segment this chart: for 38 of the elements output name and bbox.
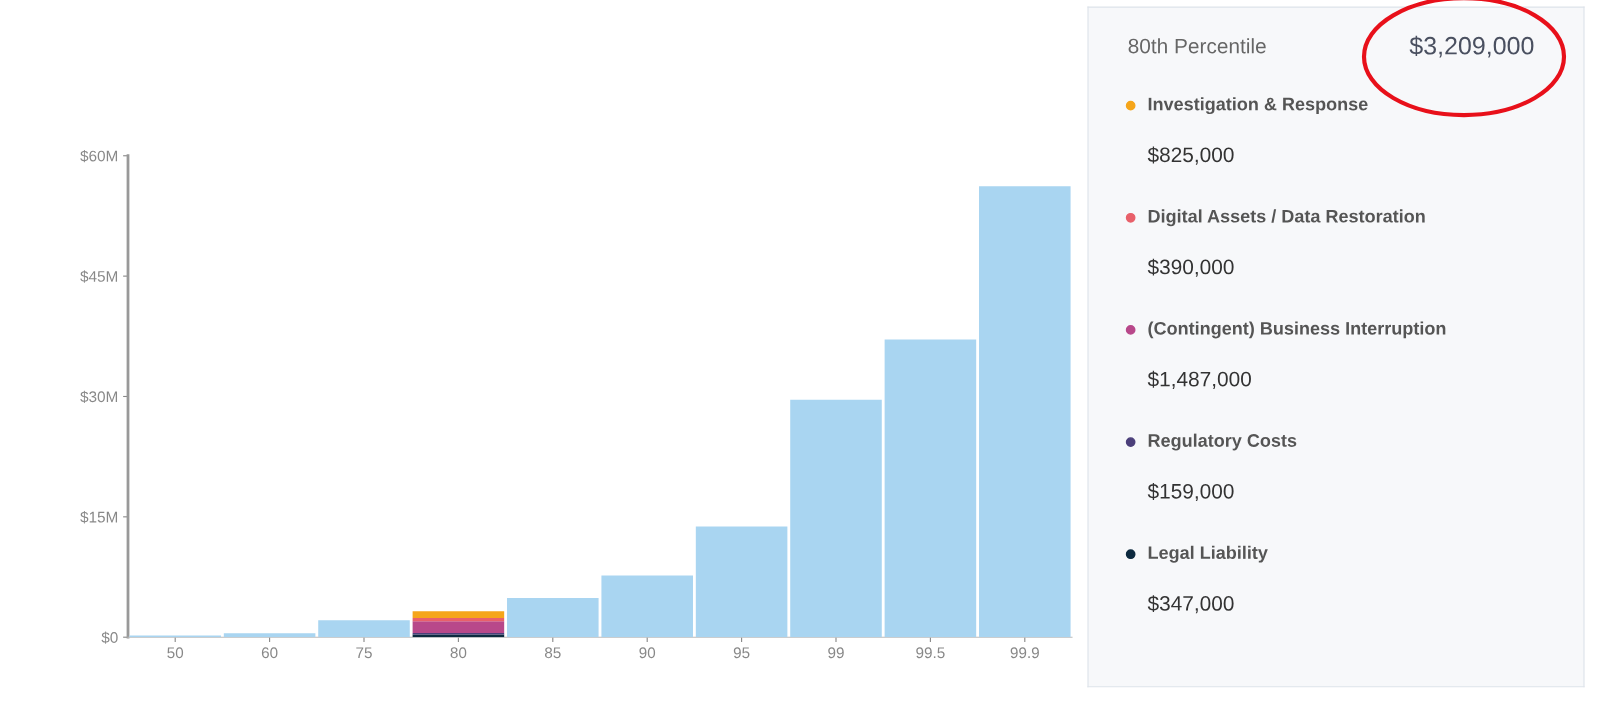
text: $159,000: [1147, 483, 1234, 502]
legend-label: Regulatory Costs: [1148, 433, 1297, 451]
y-tick-label: $0: [101, 631, 118, 644]
bar: [695, 526, 788, 638]
x-tick-label: 85: [544, 647, 561, 659]
x-tick-label: 60: [261, 647, 278, 659]
x-tick-label: 50: [167, 647, 184, 659]
bar: [884, 339, 977, 638]
text: $1,487,000: [1147, 370, 1251, 389]
bar: [507, 597, 599, 638]
bar: [223, 633, 316, 638]
x-tick-label: 95: [733, 647, 750, 659]
text: $825,000: [1147, 146, 1234, 165]
x-tick-label: 99.5: [916, 647, 945, 659]
bar: [790, 399, 882, 638]
x-tick-label: 90: [639, 647, 656, 659]
bar: [979, 186, 1071, 638]
legend-title: 80th Percentile: [1128, 38, 1266, 54]
legend-label: (Contingent) Business Interruption: [1148, 321, 1446, 339]
x-tick-label: 99.9: [1010, 647, 1039, 659]
x-tick-label: 80: [450, 647, 467, 659]
y-tick-label: $60M: [80, 149, 118, 163]
bar: [412, 621, 505, 634]
bar: [412, 611, 505, 619]
legend-label: Digital Assets / Data Restoration: [1148, 209, 1425, 227]
y-tick-label: $15M: [80, 511, 118, 524]
x-tick-label: 99: [828, 647, 844, 659]
bar: [601, 575, 693, 638]
x-tick-label: 75: [356, 647, 372, 659]
y-tick-label: $30M: [80, 390, 118, 404]
y-tick-label: $45M: [80, 270, 118, 283]
bar: [412, 618, 505, 622]
text: $347,000: [1147, 595, 1234, 614]
text: $3,209,000: [1409, 35, 1534, 58]
bar: [318, 620, 410, 638]
text: $390,000: [1147, 258, 1234, 277]
legend-label: Investigation & Response: [1148, 97, 1368, 115]
legend-label: Legal Liability: [1148, 545, 1268, 563]
